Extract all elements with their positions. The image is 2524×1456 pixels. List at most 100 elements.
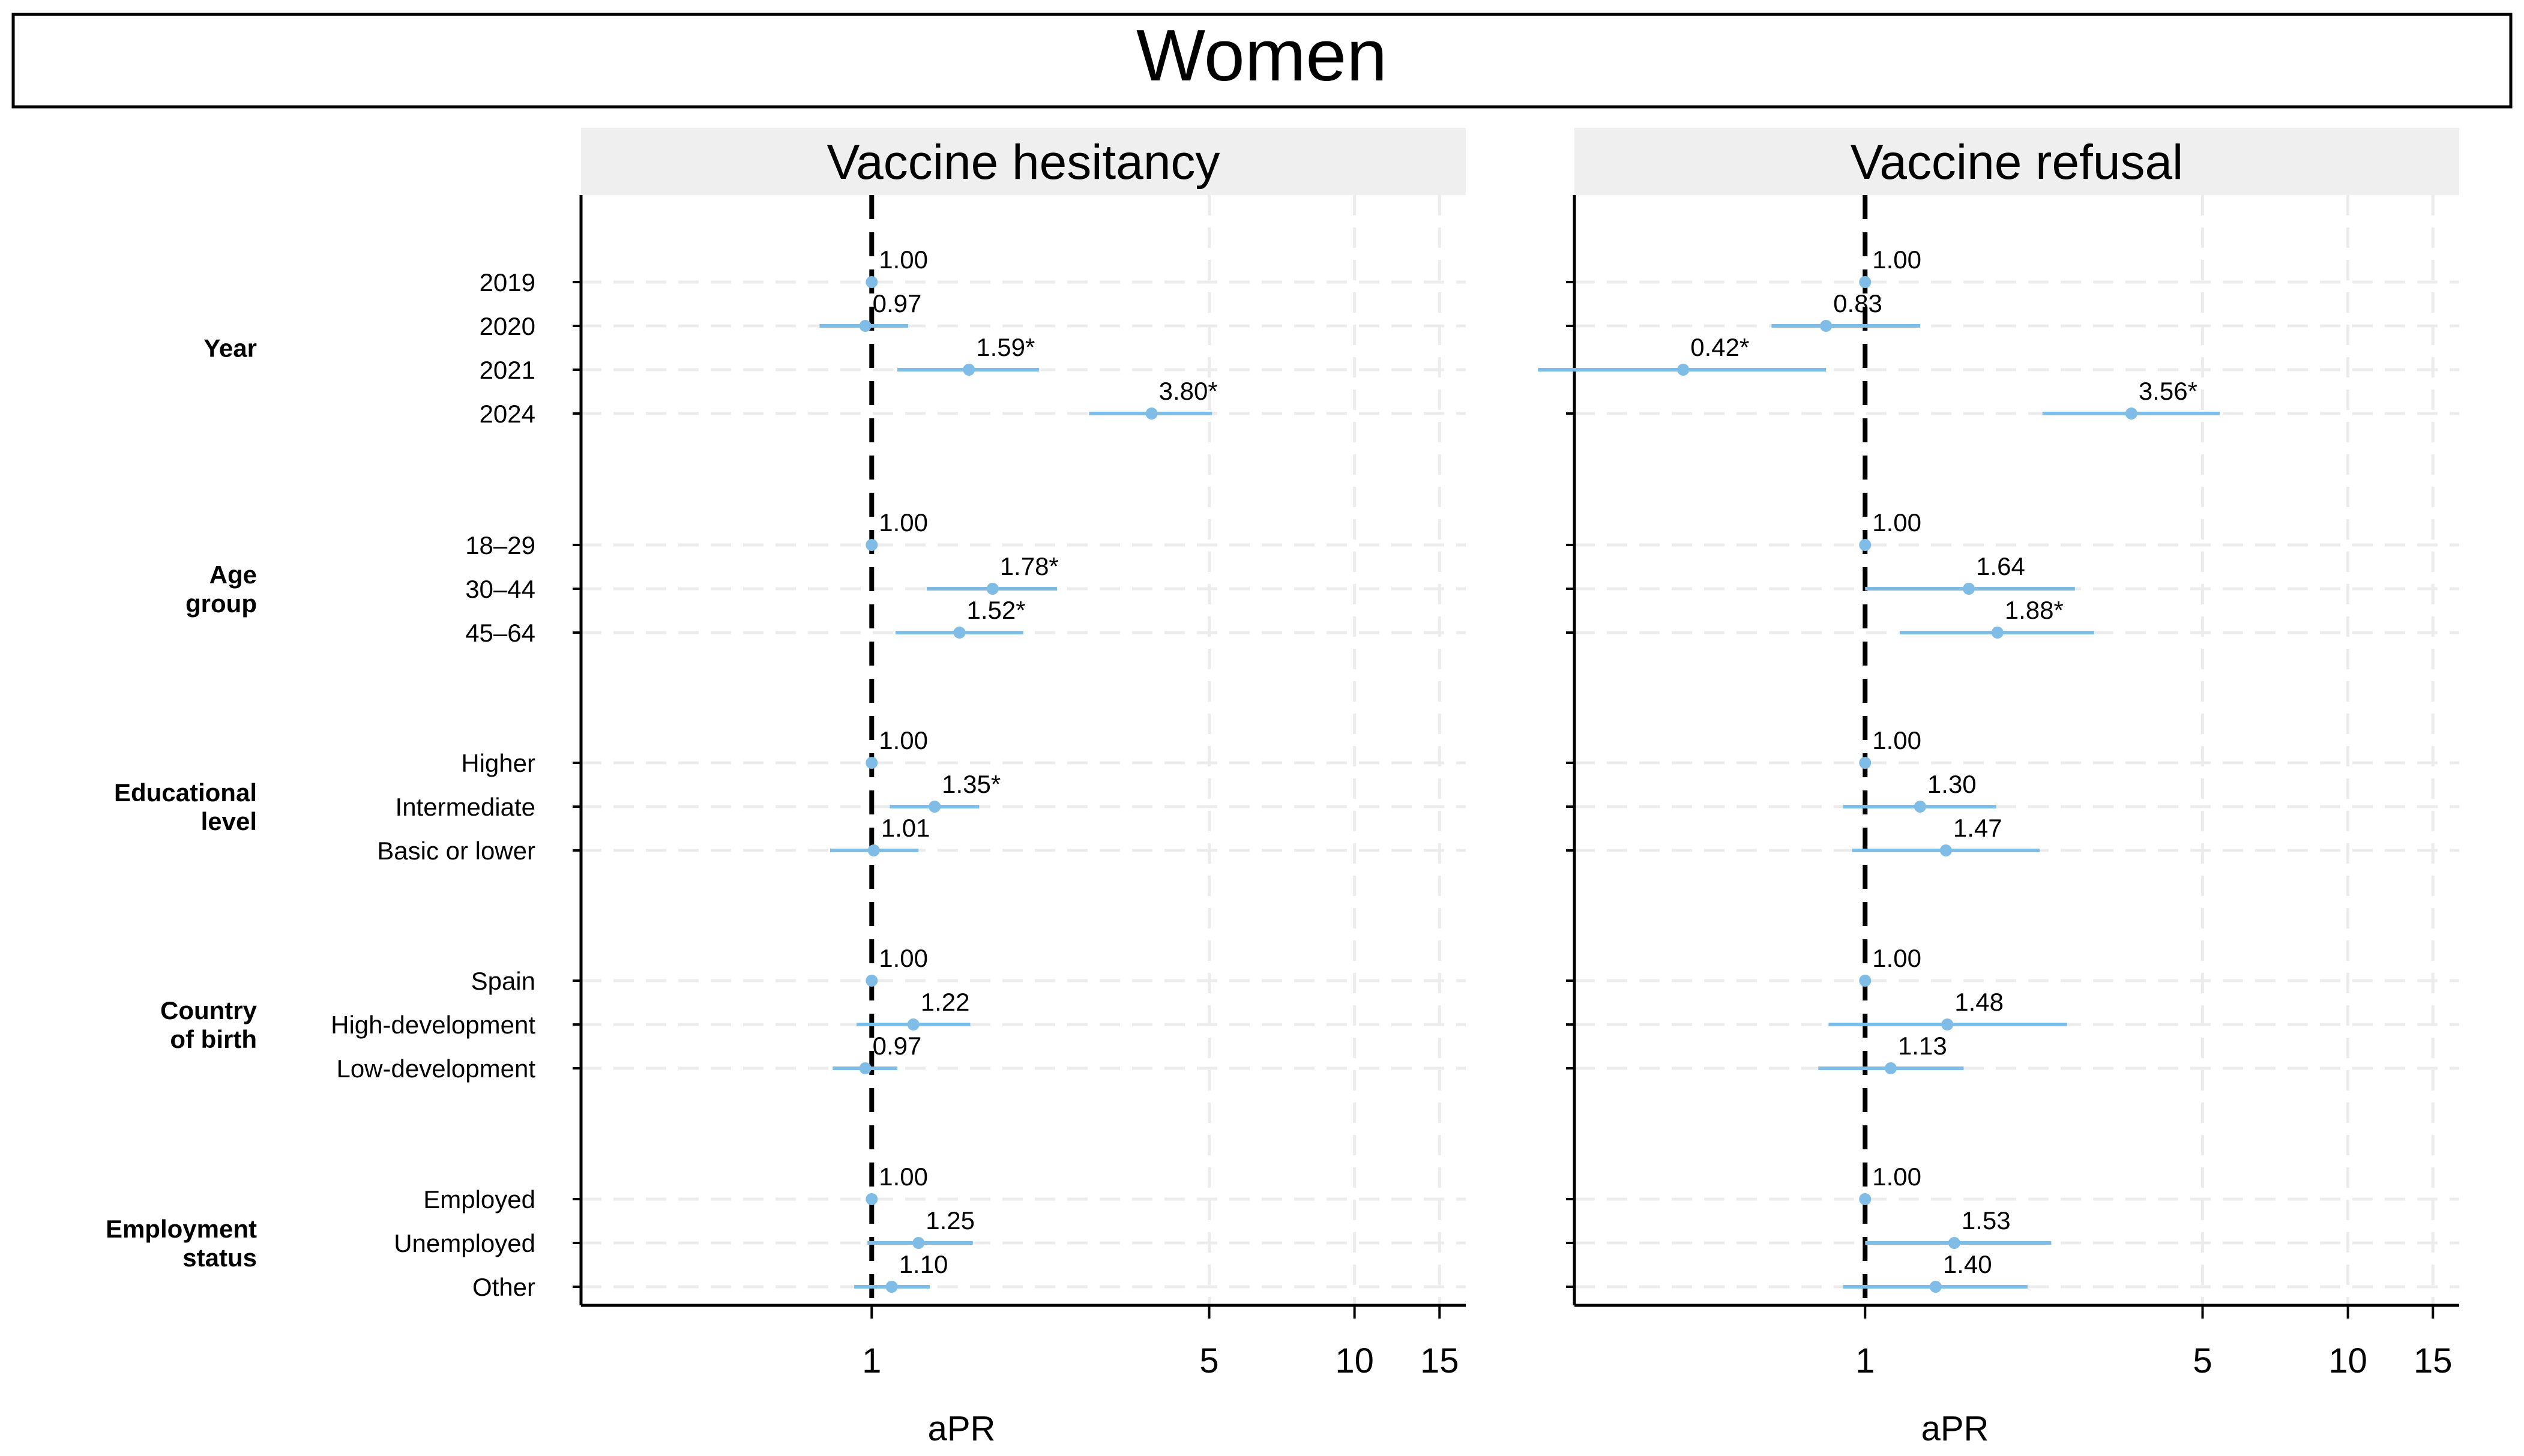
x-tick-label: 5 xyxy=(2193,1341,2212,1380)
point-estimate xyxy=(1948,1237,1960,1249)
point-estimate xyxy=(1677,364,1690,376)
data-label: 3.56* xyxy=(2139,377,2197,405)
category-label: Low-development xyxy=(336,1054,535,1083)
x-tick-label: 1 xyxy=(1855,1341,1875,1380)
data-label: 1.48 xyxy=(1954,988,2004,1016)
group-label-line: Age xyxy=(209,561,257,589)
y-axis-labels: 2019 2020 2021 2024 Year 18–29 30–44 45–64 Age gr… xyxy=(106,268,535,1301)
panel-strip-background xyxy=(1574,128,2459,195)
point-estimate xyxy=(912,1237,925,1249)
x-tick-label: 15 xyxy=(2414,1341,2453,1380)
category-label: Employed xyxy=(423,1185,535,1214)
panel-strip-background xyxy=(581,128,1466,195)
point-estimate xyxy=(866,757,878,769)
group-label-line: of birth xyxy=(170,1025,257,1053)
data-label: 1.52* xyxy=(967,596,1026,624)
point-estimate xyxy=(907,1018,920,1030)
data-label: 1.00 xyxy=(879,245,928,274)
category-label: Spain xyxy=(471,967,535,995)
group-label: Educational level xyxy=(114,778,257,835)
panel-vaccine-hesitancy: Vaccine hesitancy 1 5 10 15 1.000.971.59*3.… xyxy=(573,128,1466,1448)
data-label: 1.00 xyxy=(879,1163,928,1191)
data-label: 1.00 xyxy=(1872,944,1921,972)
point-estimate xyxy=(1859,757,1872,769)
chart-title: Women xyxy=(1136,14,1387,96)
category-label: Higher xyxy=(461,749,535,777)
point-estimate xyxy=(1963,583,1975,595)
group-label-line: group xyxy=(185,589,257,618)
point-estimate xyxy=(859,1062,872,1074)
data-label: 1.10 xyxy=(899,1250,948,1278)
x-axis-title: aPR xyxy=(928,1409,996,1448)
category-label: 2020 xyxy=(480,312,535,340)
data-label: 1.59* xyxy=(976,333,1035,361)
point-estimate xyxy=(1859,276,1872,288)
x-tick-label: 5 xyxy=(1199,1341,1218,1380)
point-estimate xyxy=(1914,801,1926,813)
group-label-line: status xyxy=(182,1244,257,1272)
category-label: 18–29 xyxy=(465,531,535,559)
data-label: 1.88* xyxy=(2005,596,2064,624)
point-estimate xyxy=(1859,975,1872,987)
data-label: 0.97 xyxy=(873,289,922,317)
x-tick-label: 1 xyxy=(862,1341,881,1380)
category-label: 2024 xyxy=(480,400,535,428)
point-estimate xyxy=(953,627,966,639)
data-label: 1.01 xyxy=(881,814,930,842)
panel-title: Vaccine hesitancy xyxy=(827,135,1220,190)
marks-layer: 1.000.830.42*3.56*1.001.641.88*1.001.301… xyxy=(1538,245,2220,1293)
group-label-line: Year xyxy=(203,334,257,362)
point-estimate xyxy=(1820,320,1833,332)
point-estimate xyxy=(1859,1193,1872,1205)
data-label: 1.78* xyxy=(1000,552,1059,580)
x-tick-label: 15 xyxy=(1420,1341,1459,1380)
data-label: 1.00 xyxy=(1872,1163,1921,1191)
category-label: Basic or lower xyxy=(377,837,535,865)
group-label: Employment status xyxy=(106,1215,257,1272)
data-label: 3.80* xyxy=(1159,377,1218,405)
axis-layer: 1 5 10 15 xyxy=(573,195,1466,1380)
point-estimate xyxy=(1929,1281,1942,1293)
point-estimate xyxy=(1991,627,2004,639)
data-label: 1.47 xyxy=(1953,814,2002,842)
data-label: 0.42* xyxy=(1690,333,1749,361)
group-label-line: Country xyxy=(160,996,258,1024)
category-label: High-development xyxy=(331,1011,535,1039)
point-estimate xyxy=(867,844,880,856)
data-label: 1.00 xyxy=(879,944,928,972)
data-label: 1.25 xyxy=(926,1206,975,1235)
point-estimate xyxy=(866,1193,878,1205)
data-label: 1.30 xyxy=(1927,770,1977,798)
group-label: Country of birth xyxy=(160,996,258,1053)
point-estimate xyxy=(929,801,941,813)
data-label: 1.00 xyxy=(879,508,928,537)
point-estimate xyxy=(1145,408,1158,420)
point-estimate xyxy=(866,276,878,288)
data-label: 1.64 xyxy=(1976,552,2025,580)
data-label: 1.00 xyxy=(1872,726,1921,754)
data-label: 1.00 xyxy=(879,726,928,754)
data-label: 1.00 xyxy=(1872,508,1921,537)
data-label: 0.83 xyxy=(1833,289,1882,317)
marks-layer: 1.00 0.97 1.59* 3.80* 1.00 1.78* 1.52* 1.00 1.35… xyxy=(819,245,1218,1293)
data-label: 1.22 xyxy=(921,988,970,1016)
axis-layer: 1 5 10 15 xyxy=(1566,195,2459,1380)
category-label: Unemployed xyxy=(394,1229,535,1257)
data-label: 1.13 xyxy=(1898,1032,1947,1060)
group-label: Year xyxy=(203,334,257,362)
category-label: 2021 xyxy=(480,356,535,384)
group-label-line: Educational xyxy=(114,778,257,807)
point-estimate xyxy=(1859,539,1872,551)
category-label: 2019 xyxy=(480,268,535,296)
data-label: 1.40 xyxy=(1943,1250,1992,1278)
point-estimate xyxy=(866,539,878,551)
point-estimate xyxy=(885,1281,898,1293)
point-estimate xyxy=(1884,1062,1897,1074)
data-label: 1.35* xyxy=(942,770,1001,798)
panel-vaccine-refusal: Vaccine refusal 1 5 10 15 1.000.830.42*3.56… xyxy=(1538,128,2459,1448)
title-box xyxy=(11,13,2513,109)
point-estimate xyxy=(963,364,975,376)
category-label: Other xyxy=(472,1273,535,1301)
